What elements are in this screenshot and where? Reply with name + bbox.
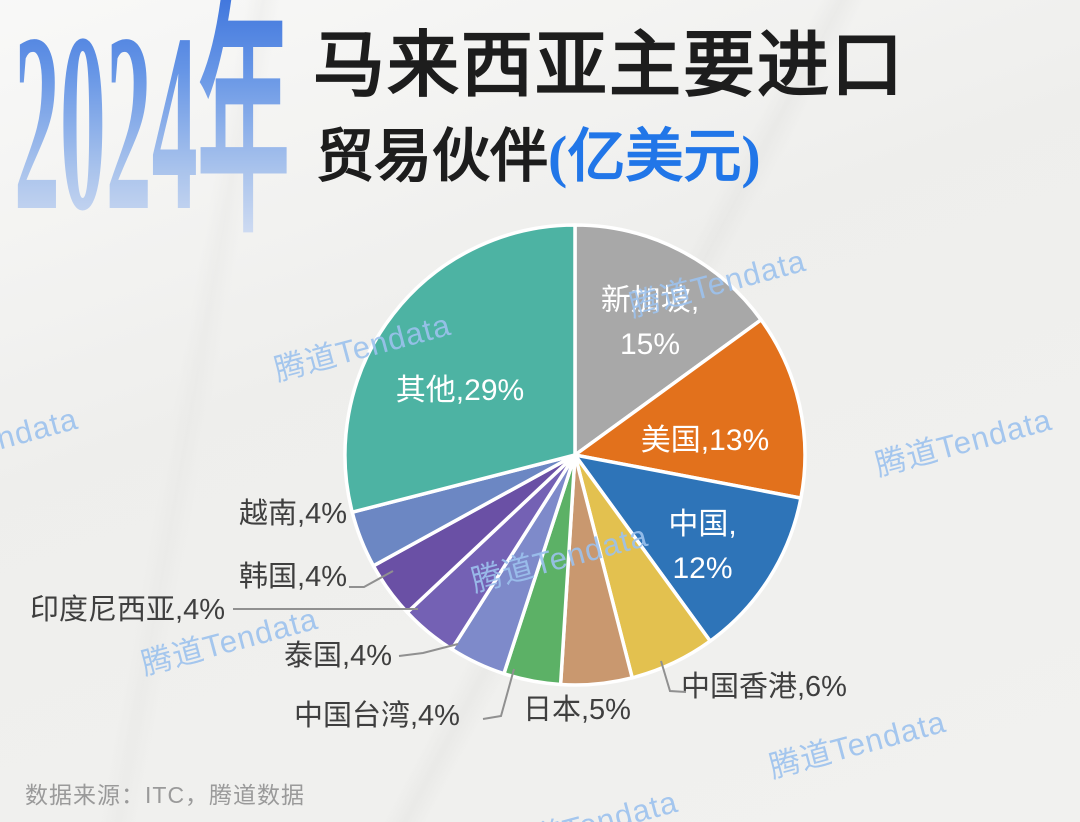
pie-slice-新加坡 xyxy=(573,223,763,457)
pie-slice-其他 xyxy=(343,223,577,514)
pie-slice-美国 xyxy=(573,318,807,500)
callout-label-hongkong: 中国香港,6% xyxy=(681,671,847,703)
leader-line-taiwan xyxy=(482,668,515,720)
slice-label-other: 其他,29% xyxy=(395,374,525,407)
subtitle-text: 贸易伙伴 xyxy=(316,124,549,189)
callout-label-indonesia: 印度尼西亚,4% xyxy=(30,594,225,626)
callout-label-vietnam: 越南,4% xyxy=(239,498,347,530)
leader-lines-group xyxy=(233,570,687,720)
leader-line-hongkong xyxy=(660,660,687,693)
pie-slices-group xyxy=(343,223,807,687)
page-title: 马来西亚主要进口 xyxy=(313,26,906,106)
callout-label-taiwan: 中国台湾,4% xyxy=(294,700,460,732)
callout-label-japan: 日本,5% xyxy=(523,694,631,726)
leader-line-thailand xyxy=(398,643,459,657)
leader-line-korea xyxy=(349,570,394,588)
slice-label-singapore: 新加坡, 15% xyxy=(600,284,700,361)
callout-label-thailand: 泰国,4% xyxy=(284,640,392,672)
data-source-note: 数据来源：ITC，腾道数据 xyxy=(25,782,306,808)
year-headline: 2024年 xyxy=(14,0,289,251)
page-subtitle: 贸易伙伴(亿美元) xyxy=(316,122,761,192)
slice-label-china: 中国, 12% xyxy=(668,508,737,585)
pie-slice-中国 xyxy=(573,453,803,643)
subtitle-unit: (亿美元) xyxy=(548,124,761,189)
callout-label-korea: 韩国,4% xyxy=(239,561,347,593)
slice-label-usa: 美国,13% xyxy=(640,424,770,457)
